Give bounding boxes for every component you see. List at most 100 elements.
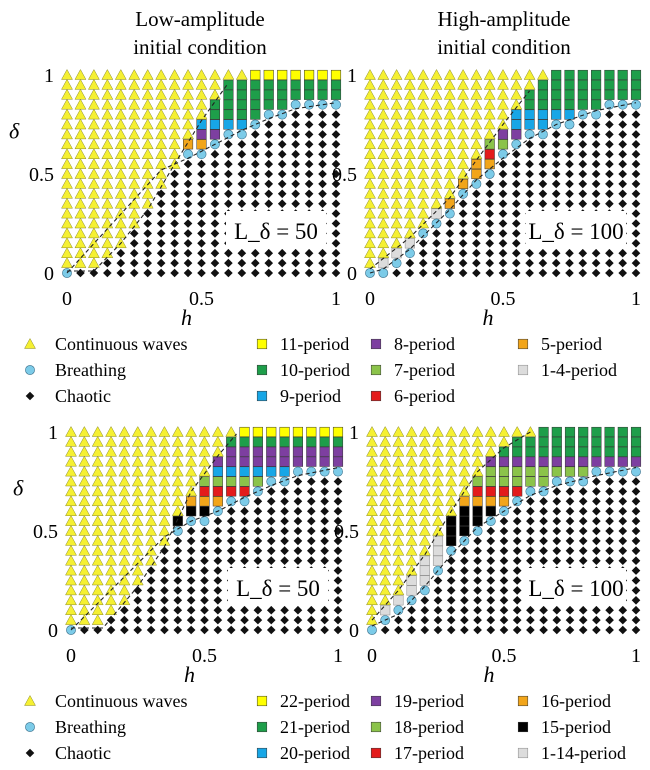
chaotic-point: [460, 605, 469, 615]
chaotic-point: [538, 169, 548, 179]
chaotic-point: [460, 556, 469, 565]
breathing-point: [577, 109, 588, 120]
periodic-point: [319, 456, 330, 467]
continuous-wave-point: [65, 574, 77, 586]
continuous-wave-point: [458, 425, 471, 437]
x-tick-label: 0: [365, 288, 375, 310]
chaotic-point: [143, 248, 152, 258]
chaotic-point: [526, 506, 535, 516]
annotation-box: [226, 211, 326, 249]
chaotic-point: [304, 110, 314, 119]
continuous-wave-point: [432, 465, 444, 477]
continuous-wave-point: [364, 78, 376, 90]
periodic-point: [223, 99, 234, 110]
continuous-wave-point: [418, 534, 431, 546]
chaotic-point: [578, 487, 588, 496]
chaotic-point: [197, 199, 206, 208]
continuous-wave-point: [523, 78, 536, 90]
continuous-wave-point: [78, 445, 91, 457]
chaotic-point: [618, 477, 628, 486]
continuous-wave-point: [405, 485, 418, 497]
chaotic-point: [197, 169, 206, 179]
chaotic-point: [226, 615, 236, 625]
periodic-point: [330, 79, 342, 90]
chaotic-point: [277, 169, 287, 179]
continuous-wave-point: [65, 465, 77, 477]
chaotic-point: [240, 556, 249, 565]
continuous-wave-point: [105, 485, 117, 497]
continuous-wave-point: [497, 68, 509, 80]
chaotic-point: [486, 526, 496, 536]
chaotic-point: [186, 576, 196, 585]
continuous-wave-point: [417, 138, 430, 150]
chaotic-point: [499, 615, 509, 625]
continuous-wave-point: [377, 167, 390, 179]
chaotic-point: [605, 268, 614, 278]
continuous-wave-point: [225, 425, 238, 437]
continuous-wave-point: [171, 425, 184, 437]
chaotic-point: [592, 526, 601, 536]
chaotic-point: [498, 239, 508, 248]
periodic-point: [419, 565, 430, 576]
legend-square-icon: [517, 338, 529, 350]
chaotic-point: [512, 199, 521, 208]
periodic-point: [564, 466, 576, 477]
periodic-point: [223, 119, 234, 130]
continuous-wave-point: [74, 237, 87, 249]
chaotic-point: [264, 169, 274, 179]
x-tick-label: 0.5: [491, 288, 516, 310]
periodic-point: [617, 69, 628, 81]
continuous-wave-point: [366, 445, 378, 457]
chaotic-point: [116, 258, 126, 268]
continuous-wave-point: [366, 594, 378, 606]
chaotic-point: [280, 625, 289, 635]
chaotic-point: [512, 526, 522, 536]
continuous-wave-point: [168, 128, 181, 140]
chaotic-point: [213, 526, 223, 536]
periodic-point: [317, 79, 328, 90]
chaotic-point: [445, 248, 455, 258]
chaotic-point: [578, 556, 588, 565]
chaotic-point: [380, 625, 390, 635]
periodic-point: [604, 426, 615, 438]
continuous-wave-point: [118, 594, 131, 606]
chaotic-point: [156, 199, 166, 208]
continuous-wave-point: [405, 524, 418, 536]
chaotic-point: [578, 546, 588, 556]
periodic-point: [279, 426, 290, 438]
chaotic-point: [591, 149, 601, 159]
chaotic-point: [333, 516, 343, 526]
periodic-point: [551, 99, 562, 110]
chaotic-point: [133, 596, 143, 605]
chaotic-point: [103, 268, 112, 278]
chaotic-point: [129, 258, 139, 268]
chaotic-point: [226, 556, 236, 565]
continuous-wave-point: [114, 148, 127, 159]
chaotic-point: [420, 615, 430, 625]
continuous-wave-point: [390, 128, 403, 140]
chaotic-point: [331, 229, 341, 238]
continuous-wave-point: [171, 505, 184, 516]
chaotic-point: [512, 149, 521, 159]
continuous-wave-point: [155, 118, 168, 130]
breathing-point: [319, 466, 330, 477]
chaotic-point: [486, 605, 496, 615]
breathing-point: [367, 625, 377, 635]
continuous-wave-point: [390, 237, 403, 249]
chaotic-point: [160, 625, 169, 635]
chaotic-point: [251, 258, 260, 268]
continuous-wave-point: [61, 237, 73, 249]
continuous-wave-point: [366, 435, 378, 447]
chaotic-point: [277, 120, 287, 129]
continuous-wave-point: [145, 485, 158, 497]
continuous-wave-point: [101, 68, 114, 80]
continuous-wave-point: [158, 465, 171, 477]
chaotic-point: [591, 169, 601, 179]
continuous-wave-point: [105, 534, 117, 546]
legend-circle-icon: [25, 365, 35, 375]
chaotic-point: [631, 140, 641, 149]
continuous-wave-point: [483, 68, 496, 80]
continuous-wave-point: [61, 187, 73, 199]
periodic-point: [604, 456, 615, 467]
